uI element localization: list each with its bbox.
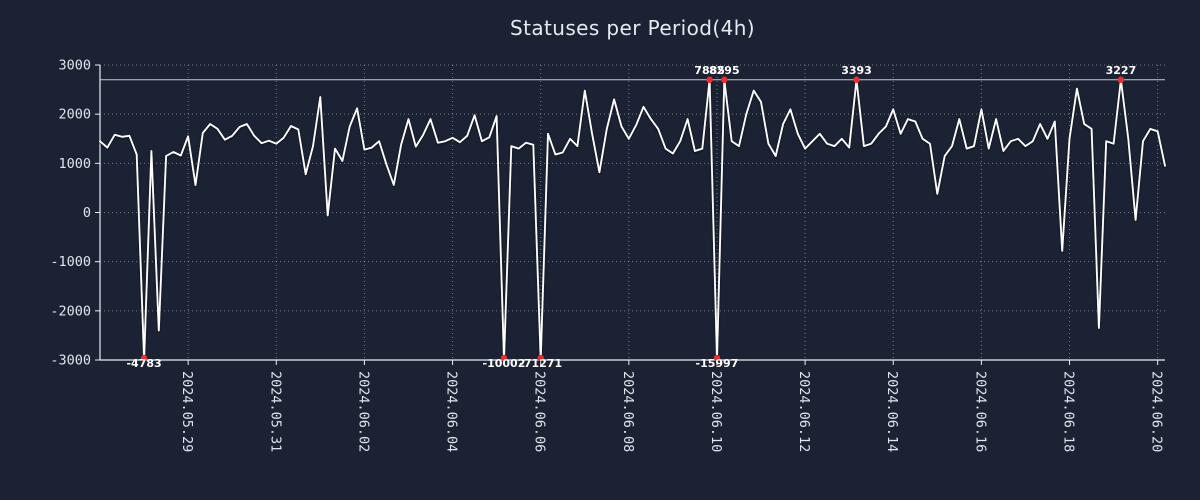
y-tick-label: 2000 (58, 107, 91, 123)
x-tick-label: 2024.06.02 (355, 371, 371, 452)
x-tick-label: 2024.05.31 (267, 371, 283, 452)
y-tick-label: 1000 (58, 156, 91, 172)
clip-value-label: 8295 (709, 64, 740, 77)
clip-value-label: -4783 (126, 357, 161, 370)
clip-marker (853, 76, 860, 83)
x-tick-label: 2024.06.20 (1149, 371, 1165, 452)
clip-marker (706, 76, 713, 83)
clip-marker (1117, 76, 1125, 83)
x-tick-label: 2024.06.12 (796, 371, 812, 452)
x-tick-label: 2024.06.14 (884, 371, 900, 452)
clip-marker (713, 354, 721, 362)
y-tick-label: -1000 (50, 254, 91, 270)
clip-marker (537, 354, 544, 362)
clip-marker (500, 354, 508, 362)
clip-value-label: -71271 (519, 357, 562, 370)
x-tick-label: 2024.06.06 (532, 371, 548, 452)
x-tick-label: 2024.06.10 (708, 371, 724, 452)
clip-value-label: -10002 (483, 357, 526, 370)
clip-value-label: -15997 (696, 357, 739, 370)
y-tick-label: 0 (83, 205, 91, 221)
chart-title: Statuses per Period(4h) (510, 16, 755, 40)
y-tick-label: -3000 (50, 353, 91, 369)
x-tick-label: 2024.06.16 (972, 371, 988, 452)
x-tick-label: 2024.06.18 (1061, 371, 1077, 452)
y-tick-label: 3000 (58, 58, 91, 74)
clip-value-label: 7885 (694, 64, 725, 77)
clip-marker (721, 76, 728, 83)
x-tick-label: 2024.06.08 (620, 371, 636, 452)
x-tick-label: 2024.05.29 (179, 371, 195, 452)
clip-value-label: 3227 (1106, 64, 1137, 77)
y-tick-label: -2000 (50, 303, 91, 319)
data-line (99, 78, 1166, 361)
x-tick-label: 2024.06.04 (444, 371, 460, 452)
clip-marker (140, 354, 148, 362)
clip-value-label: 3393 (841, 64, 872, 77)
